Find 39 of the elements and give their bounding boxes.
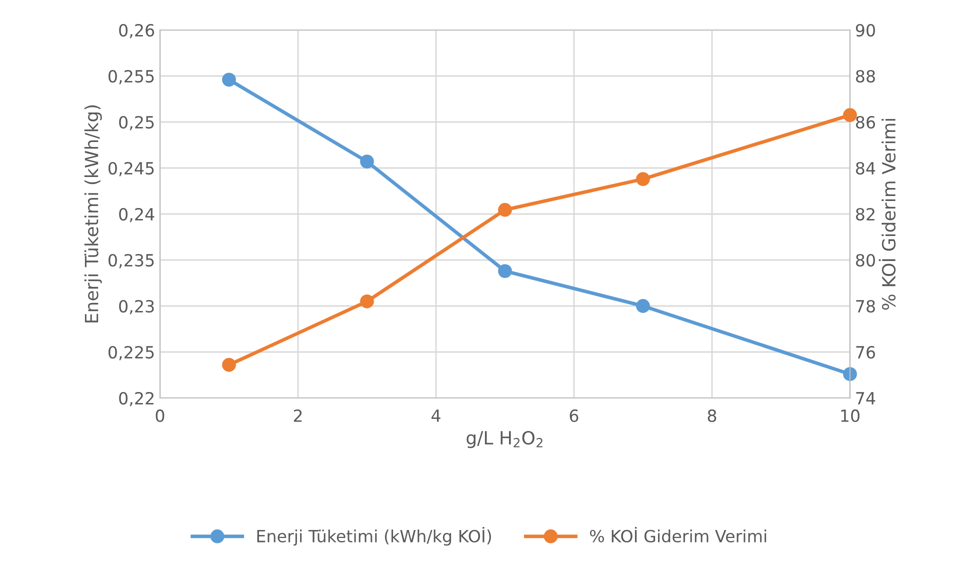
y-tick-label: 0,235 — [108, 254, 154, 268]
y-tick-label: 0,23 — [119, 300, 154, 314]
y-tick-label: 0,255 — [108, 70, 154, 84]
point — [222, 72, 236, 87]
legend-label: % KOİ Giderim Verimi — [590, 526, 766, 542]
x-tick-label: 8 — [708, 409, 716, 422]
y-tick-label: 0,26 — [119, 24, 154, 38]
legend-label: Enerji Tüketimi (kWh/kg KOİ) — [257, 526, 491, 546]
x-tick-label: 4 — [432, 410, 440, 422]
y2-tick-label: 90 — [856, 24, 875, 37]
point — [636, 172, 650, 186]
point — [498, 202, 512, 217]
point — [360, 154, 374, 169]
y-tick-label: 0,25 — [119, 116, 154, 130]
y-tick-label: 0,24 — [119, 208, 154, 222]
y2-tick-label: 84 — [856, 162, 876, 175]
y2-axis-title: % KOİ Giderim Verimi — [878, 118, 896, 310]
x-axis-title: g/L H$_{2}$O$_{2}$ — [466, 430, 542, 448]
y2-tick-label: 76 — [856, 346, 876, 359]
y2-tick-label: 86 — [856, 116, 876, 129]
point — [843, 367, 857, 382]
y2-tick-label: 80 — [856, 254, 875, 267]
y2-tick-label: 82 — [856, 208, 874, 221]
point — [843, 108, 857, 122]
y2-tick-label: 78 — [856, 300, 875, 313]
y-tick-label: 0,225 — [108, 346, 154, 360]
y-tick-label: 0,245 — [108, 162, 154, 176]
x-tick-label: 2 — [294, 409, 302, 422]
y2-tick-label: 74 — [856, 392, 876, 404]
x-tick-label: 0 — [156, 409, 164, 422]
x-tick-label: 10 — [841, 409, 860, 422]
point — [498, 264, 512, 278]
point — [636, 299, 650, 313]
x-tick-label: 6 — [570, 409, 578, 422]
y2-tick-label: 88 — [856, 70, 875, 83]
point — [360, 294, 374, 308]
point — [222, 358, 236, 372]
y-tick-label: 0,22 — [119, 392, 154, 406]
y-axis-title: Enerji Tüketimi (kWh/kg) — [84, 105, 102, 322]
